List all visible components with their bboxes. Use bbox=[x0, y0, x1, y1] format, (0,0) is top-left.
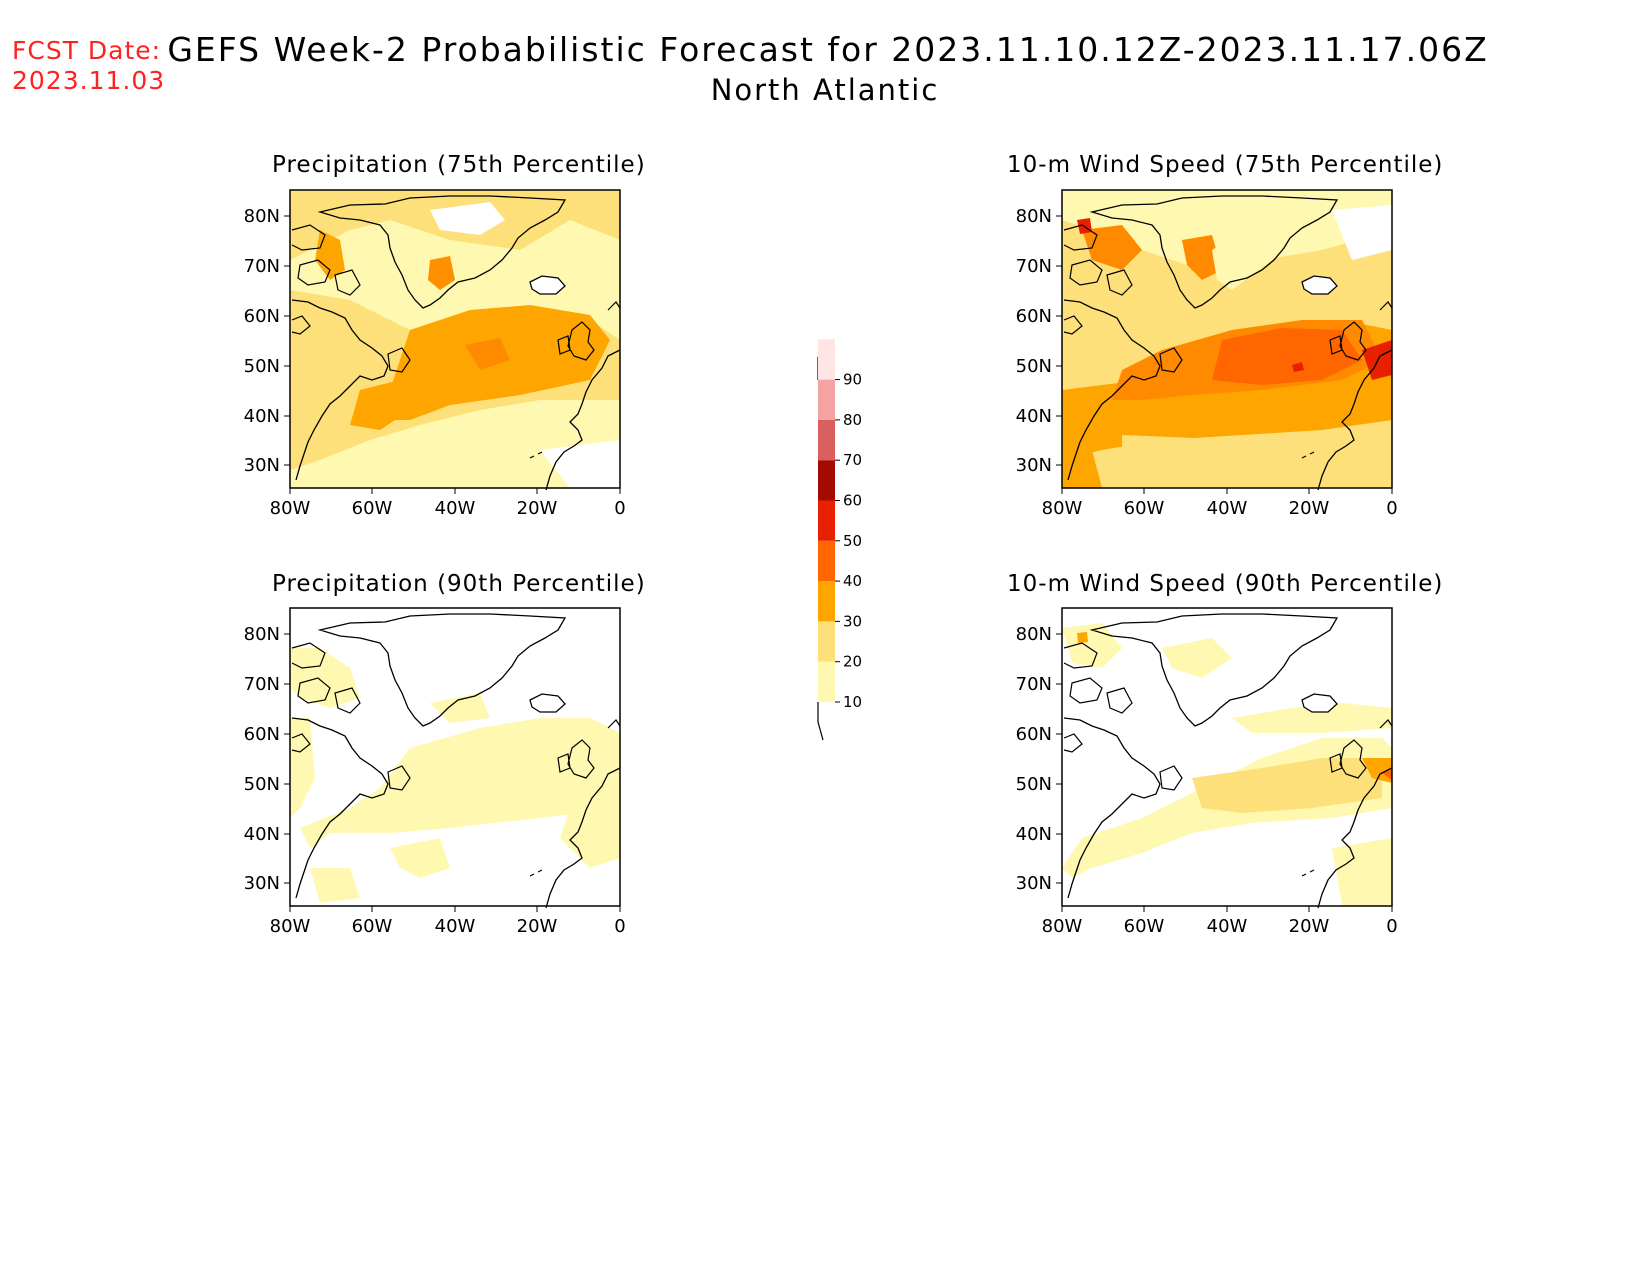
colorbar-labels: 10 20 30 40 50 60 70 80 90 bbox=[835, 371, 862, 711]
lat-label: 80N bbox=[1016, 624, 1052, 645]
figure-subtitle: North Atlantic bbox=[710, 73, 940, 107]
lat-label: 50N bbox=[1016, 774, 1052, 795]
lat-label: 40N bbox=[1016, 824, 1052, 845]
fcst-date-value: 2023.11.03 bbox=[12, 66, 166, 95]
lon-label: 20W bbox=[1289, 498, 1330, 519]
lat-label: 70N bbox=[244, 256, 280, 277]
lat-label: 60N bbox=[1016, 306, 1052, 327]
lat-label: 80N bbox=[244, 206, 280, 227]
lat-label: 80N bbox=[1016, 206, 1052, 227]
map-panel-precip-75 bbox=[289, 189, 621, 491]
axes-panel-wind-75: 80N 70N 60N 50N 40N 30N 80W 60W 40W 20W … bbox=[1016, 206, 1398, 519]
lat-label: 50N bbox=[244, 774, 280, 795]
colorbar-label: 40 bbox=[843, 572, 862, 590]
colorbar-swatch bbox=[818, 419, 835, 461]
lat-axis: 80N 70N 60N 50N 40N 30N bbox=[1016, 206, 1062, 476]
colorbar-swatch bbox=[818, 339, 835, 380]
lat-label: 30N bbox=[1016, 873, 1052, 894]
colorbar-label: 90 bbox=[843, 371, 862, 389]
lon-axis: 80W 60W 40W 20W 0 bbox=[270, 488, 626, 519]
lon-label: 0 bbox=[1386, 498, 1397, 519]
lat-label: 60N bbox=[244, 724, 280, 745]
lon-label: 80W bbox=[270, 498, 311, 519]
fcst-date-caption: FCST Date: bbox=[12, 36, 162, 65]
colorbar-label: 80 bbox=[843, 411, 862, 429]
lat-label: 70N bbox=[1016, 674, 1052, 695]
colorbar-swatch bbox=[818, 621, 835, 662]
map-panel-wind-75 bbox=[1061, 189, 1393, 491]
map-panel-precip-90 bbox=[289, 607, 621, 909]
lat-axis: 80N 70N 60N 50N 40N 30N bbox=[244, 624, 290, 894]
colorbar-label: 70 bbox=[843, 451, 862, 469]
lon-label: 20W bbox=[517, 916, 558, 937]
axes-panel-precip-90: 80N 70N 60N 50N 40N 30N 80W 60W 40W 20W … bbox=[244, 624, 626, 937]
colorbar-swatch bbox=[818, 500, 835, 541]
lon-axis: 80W 60W 40W 20W 0 bbox=[1042, 488, 1398, 519]
axes-panel-wind-90: 80N 70N 60N 50N 40N 30N 80W 60W 40W 20W … bbox=[1016, 624, 1398, 937]
colorbar-swatch bbox=[818, 379, 835, 420]
colorbar-swatches bbox=[818, 339, 835, 702]
lat-label: 40N bbox=[244, 406, 280, 427]
figure-title-block: GEFS Week-2 Probabilistic Forecast for 2… bbox=[0, 30, 1650, 110]
lat-label: 60N bbox=[1016, 724, 1052, 745]
figure-title: GEFS Week-2 Probabilistic Forecast for 2… bbox=[167, 30, 1489, 69]
colorbar-swatch bbox=[818, 581, 835, 622]
axes-panel-precip-75: 80N 70N 60N 50N 40N 30N 80W 60W 40W 20W … bbox=[244, 206, 626, 519]
lat-label: 30N bbox=[244, 873, 280, 894]
panel-title-precip-75: Precipitation (75th Percentile) bbox=[272, 152, 646, 178]
lat-label: 60N bbox=[244, 306, 280, 327]
panel-title-wind-75: 10-m Wind Speed (75th Percentile) bbox=[1007, 152, 1444, 178]
lon-label: 20W bbox=[517, 498, 558, 519]
lon-label: 60W bbox=[352, 498, 393, 519]
lon-label: 80W bbox=[270, 916, 311, 937]
lat-axis: 80N 70N 60N 50N 40N 30N bbox=[1016, 624, 1062, 894]
lon-label: 40W bbox=[1207, 498, 1248, 519]
lon-label: 0 bbox=[1386, 916, 1397, 937]
lat-label: 70N bbox=[1016, 256, 1052, 277]
forecast-date-label: FCST Date: 2023.11.03 bbox=[12, 36, 165, 96]
lat-label: 80N bbox=[244, 624, 280, 645]
lat-label: 40N bbox=[244, 824, 280, 845]
colorbar-label: 60 bbox=[843, 492, 862, 510]
lat-label: 50N bbox=[1016, 356, 1052, 377]
lon-label: 80W bbox=[1042, 498, 1083, 519]
colorbar-label: 50 bbox=[843, 532, 862, 550]
lat-label: 70N bbox=[244, 674, 280, 695]
lat-axis: 80N 70N 60N 50N 40N 30N bbox=[244, 206, 290, 476]
lon-axis: 80W 60W 40W 20W 0 bbox=[270, 906, 626, 937]
colorbar-swatch bbox=[818, 661, 835, 702]
colorbar-label: 10 bbox=[843, 693, 862, 711]
lon-label: 60W bbox=[1124, 916, 1165, 937]
lon-label: 0 bbox=[614, 916, 625, 937]
lon-label: 0 bbox=[614, 498, 625, 519]
panel-title-precip-90: Precipitation (90th Percentile) bbox=[272, 571, 646, 597]
lon-label: 40W bbox=[435, 498, 476, 519]
map-panel-wind-90 bbox=[1061, 607, 1393, 909]
lon-label: 20W bbox=[1289, 916, 1330, 937]
panel-title-wind-90: 10-m Wind Speed (90th Percentile) bbox=[1007, 571, 1444, 597]
colorbar: 10 20 30 40 50 60 70 80 90 bbox=[817, 339, 862, 741]
lat-label: 50N bbox=[244, 356, 280, 377]
lat-label: 30N bbox=[244, 455, 280, 476]
lat-label: 30N bbox=[1016, 455, 1052, 476]
lon-label: 40W bbox=[435, 916, 476, 937]
lat-label: 40N bbox=[1016, 406, 1052, 427]
colorbar-label: 20 bbox=[843, 653, 862, 671]
lon-label: 60W bbox=[1124, 498, 1165, 519]
lon-axis: 80W 60W 40W 20W 0 bbox=[1042, 906, 1398, 937]
colorbar-label: 30 bbox=[843, 612, 862, 630]
colorbar-swatch bbox=[818, 460, 835, 501]
lon-label: 40W bbox=[1207, 916, 1248, 937]
colorbar-swatch bbox=[818, 540, 835, 582]
lon-label: 60W bbox=[352, 916, 393, 937]
lon-label: 80W bbox=[1042, 916, 1083, 937]
